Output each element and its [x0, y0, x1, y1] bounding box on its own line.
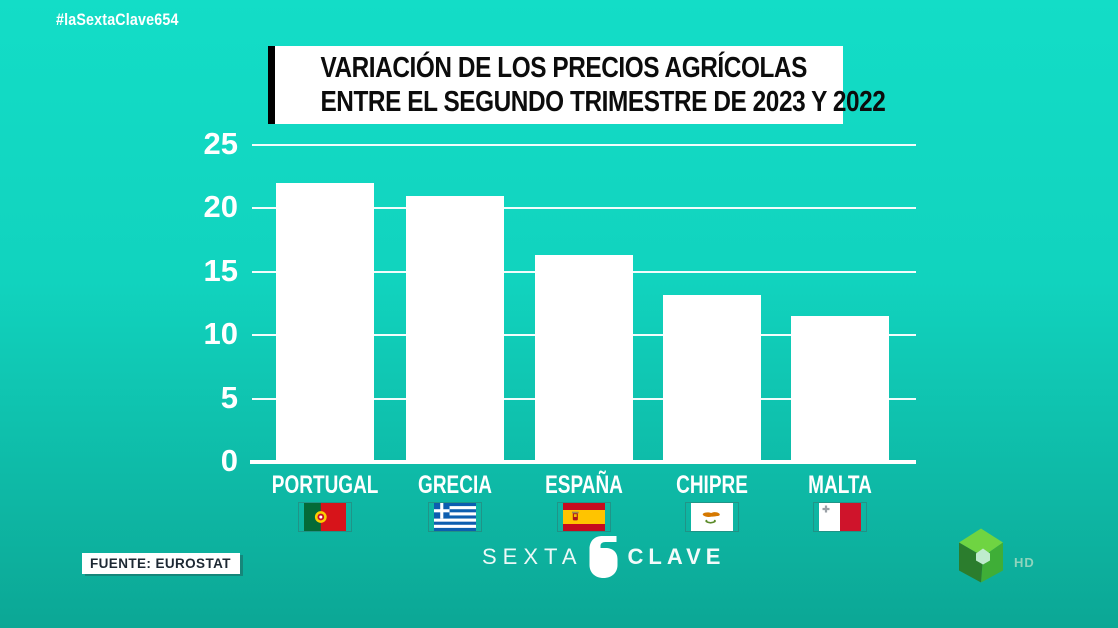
sexta-clave-6-icon: [587, 535, 620, 579]
sexta-clave-word-sexta: SEXTA: [482, 544, 583, 569]
bar-gr: [406, 195, 504, 462]
source-badge: FUENTE: EUROSTAT: [82, 553, 240, 574]
lasexta-channel-logo-icon: [956, 526, 1006, 585]
bar-label-es: ESPAÑA: [545, 471, 623, 499]
hd-badge: HD: [1014, 555, 1035, 570]
y-tick-label-5: 5: [220, 379, 238, 415]
bar-label-gr: GRECIA: [418, 471, 492, 499]
bar-pt: [276, 183, 374, 462]
bar-label-pt: PORTUGAL: [271, 471, 379, 499]
chart-title-line-1: VARIACIÓN DE LOS PRECIOS AGRÍCOLAS: [320, 52, 807, 84]
y-tick-label-25: 25: [203, 126, 238, 161]
chart-title-line-2: ENTRE EL SEGUNDO TRIMESTRE DE 2023 Y 202…: [320, 86, 886, 118]
flag-gr-icon: [429, 503, 481, 531]
flag-cy-icon: [686, 503, 738, 531]
y-tick-label-10: 10: [203, 316, 238, 352]
bar-cy: [663, 294, 761, 462]
chart-title-box: VARIACIÓN DE LOS PRECIOS AGRÍCOLAS ENTRE…: [268, 46, 886, 124]
y-tick-label-15: 15: [203, 252, 238, 288]
y-tick-label-0: 0: [220, 443, 238, 478]
bar-mt: [791, 316, 889, 462]
sexta-clave-word-clave: CLAVE: [627, 544, 726, 569]
gridline-20: [252, 207, 916, 210]
flag-es-icon: [558, 503, 610, 531]
bar-label-mt: MALTA: [808, 471, 872, 499]
sexta-clave-logo: SEXTA CLAVE: [482, 534, 725, 580]
hashtag-label: #laSextaClave654: [56, 10, 179, 29]
x-axis-line: [250, 460, 916, 464]
bar-es: [535, 255, 633, 462]
bar-label-cy: CHIPRE: [676, 471, 748, 499]
y-tick-label-20: 20: [203, 189, 238, 225]
flag-mt-icon: [814, 503, 866, 531]
gridline-25: [252, 144, 916, 146]
flag-pt-icon: [299, 503, 351, 531]
